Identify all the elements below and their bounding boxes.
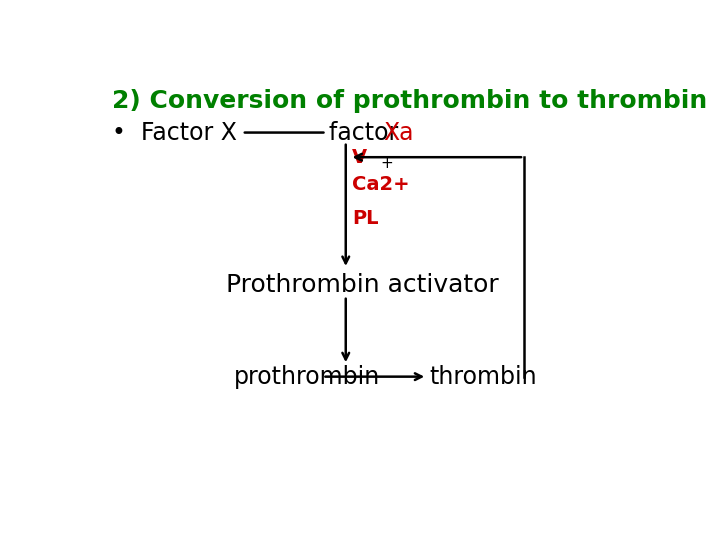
- Text: Prothrombin activator: Prothrombin activator: [225, 273, 498, 296]
- Text: Xa: Xa: [383, 120, 413, 145]
- Text: thrombin: thrombin: [429, 364, 537, 389]
- Text: 2) Conversion of prothrombin to thrombin: 2) Conversion of prothrombin to thrombin: [112, 90, 707, 113]
- Text: •  Factor X: • Factor X: [112, 120, 237, 145]
- Text: prothrombin: prothrombin: [233, 364, 379, 389]
- Text: V: V: [352, 148, 367, 167]
- Text: +: +: [381, 156, 393, 171]
- Text: factor: factor: [329, 120, 405, 145]
- Text: PL: PL: [352, 210, 379, 228]
- Text: Ca2+: Ca2+: [352, 174, 410, 194]
